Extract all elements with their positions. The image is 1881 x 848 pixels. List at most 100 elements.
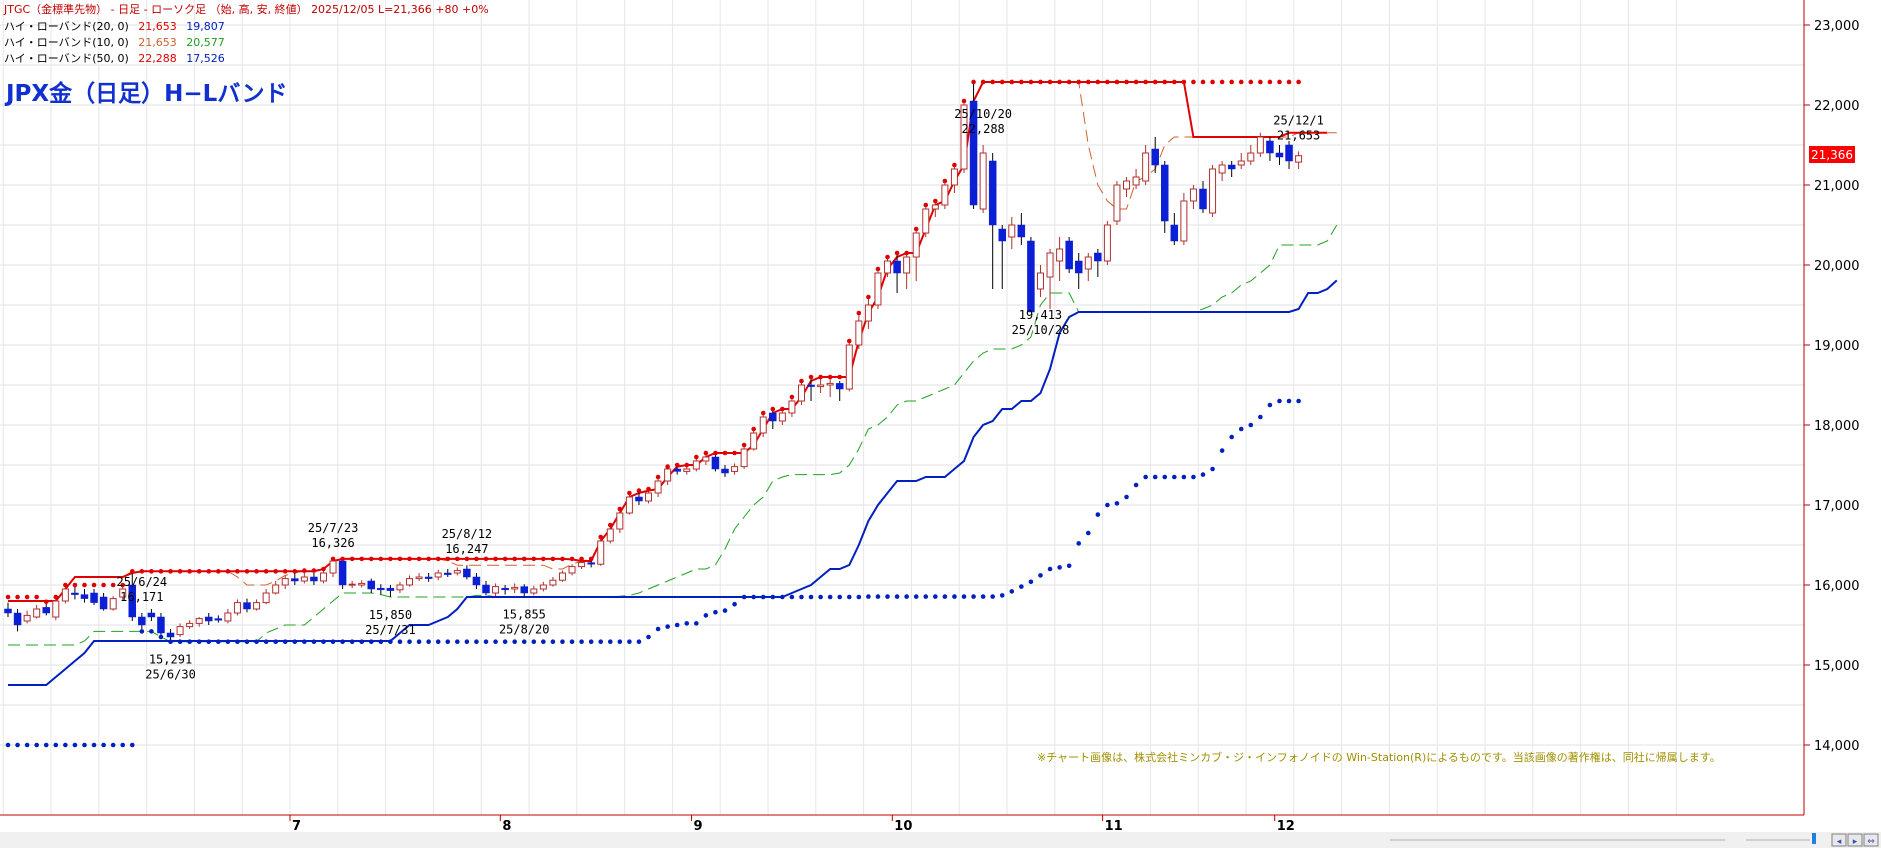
candle-body-down — [338, 560, 347, 586]
candle-body-up — [826, 382, 834, 386]
fit-button[interactable] — [1863, 833, 1879, 847]
candle-body-down — [291, 578, 299, 582]
band50-low-dot — [665, 624, 670, 629]
band50-high-dot — [1296, 79, 1301, 85]
band50-high-dot — [569, 556, 575, 562]
band50-high-dot — [321, 566, 326, 572]
candle-body-up — [645, 492, 653, 502]
candle — [186, 620, 194, 629]
band50-low-dot — [560, 639, 565, 645]
band50-high-dot — [426, 556, 431, 562]
band50-low-dot — [416, 639, 422, 645]
band50-low-dot — [378, 639, 384, 645]
candle-body-up — [195, 618, 203, 624]
candle-body-down — [472, 576, 481, 586]
band-legend-20-high: 21,653 — [138, 20, 177, 33]
candle-body-up — [692, 460, 700, 470]
band50-low-dot — [512, 639, 517, 645]
band50-low-dot — [789, 594, 795, 600]
band50-high-dot — [607, 522, 613, 528]
band50-high-dot — [646, 486, 651, 492]
band50-low-dot — [827, 594, 833, 600]
band50-high-dot — [63, 582, 68, 588]
band50-high-dot — [43, 599, 49, 605]
candle-body-down — [71, 592, 79, 595]
axes: 14,000 15,000 16,000 17,000 18,000 19,000 20,0… — [0, 0, 1860, 834]
band50-low-dot — [196, 639, 202, 645]
band50-low-dot — [875, 594, 881, 599]
candle — [1113, 181, 1121, 225]
band50-high-dot — [799, 378, 804, 384]
band50-high-dot — [560, 556, 565, 562]
band50-low-dot — [72, 742, 78, 748]
band50-high-dot — [770, 406, 776, 412]
candle-body-down — [367, 580, 376, 590]
candle-body-up — [845, 344, 853, 390]
band50-high-dot — [1248, 79, 1254, 85]
candle — [501, 585, 509, 595]
candle — [224, 609, 232, 624]
band50-high-dot — [72, 582, 78, 588]
candle — [233, 599, 241, 616]
band50-low-dot — [349, 639, 355, 645]
band50-high-dot — [866, 294, 871, 300]
band50-low-dot — [292, 639, 298, 645]
candle-body-down — [1170, 224, 1179, 242]
band50-low-dot — [818, 594, 823, 600]
candle — [864, 297, 872, 329]
band50-high-dot — [1152, 79, 1158, 85]
band50-low-dot — [655, 626, 661, 632]
band-legend-10-high: 21,653 — [138, 36, 177, 49]
band50-low-dot — [397, 639, 403, 645]
band50-high-dot — [933, 198, 938, 204]
candle — [444, 569, 452, 577]
scroll-right-button[interactable] — [1847, 833, 1863, 847]
candle-body-down — [99, 596, 108, 610]
band50-low-dot — [617, 639, 623, 645]
candle-body-down — [1266, 140, 1274, 154]
candle — [358, 580, 366, 588]
band50-high-dot — [235, 569, 240, 574]
band50-high-dot — [177, 569, 183, 574]
candle — [530, 585, 538, 596]
annotation-line-2: 21,653 — [1277, 128, 1320, 142]
x-tick-label: 8 — [502, 819, 511, 834]
band50-low-dot — [1152, 474, 1158, 480]
candle-body-up — [654, 480, 662, 494]
band50-low-dot — [694, 621, 699, 626]
band50-high-dot — [263, 569, 269, 574]
candle — [1074, 253, 1083, 289]
band50-low-dot — [321, 639, 326, 645]
band-legend-50-label: ハイ・ローバンド(50, 0) — [4, 52, 129, 65]
candle-body-up — [731, 466, 739, 472]
candle-body-down — [988, 160, 997, 226]
band50-low-dot — [445, 639, 451, 645]
band50-high-dot — [139, 569, 145, 574]
band50-low-dot — [158, 634, 164, 640]
band50-low-dot — [1200, 472, 1206, 477]
candle-body-up — [884, 260, 892, 274]
band50-high-dot — [435, 556, 441, 562]
band50-low-dot — [82, 742, 87, 748]
candle-body-up — [319, 572, 327, 582]
zoom-slider-thumb[interactable] — [1812, 833, 1816, 844]
band50-low-dot — [34, 742, 39, 748]
band50-low-dot — [263, 639, 269, 645]
annotation-line-2: 16,247 — [445, 542, 488, 556]
candle — [272, 581, 280, 595]
candle-body-up — [348, 583, 356, 586]
candle — [893, 253, 901, 293]
band50-high-dot — [1258, 79, 1263, 85]
candle-body-down — [205, 616, 213, 622]
candle — [625, 493, 633, 515]
band50-low-dot — [579, 639, 584, 645]
candle — [731, 463, 739, 475]
candle-body-up — [864, 304, 872, 322]
candle-body-up — [664, 468, 672, 482]
band50-low-dot — [493, 639, 498, 645]
candle-body-up — [176, 626, 184, 636]
candle — [1237, 153, 1245, 169]
band50-low-dot — [368, 639, 374, 645]
band-legend-50: ハイ・ローバンド(50, 0) 22,288 17,526 — [4, 52, 225, 65]
scroll-left-button[interactable] — [1831, 833, 1847, 847]
